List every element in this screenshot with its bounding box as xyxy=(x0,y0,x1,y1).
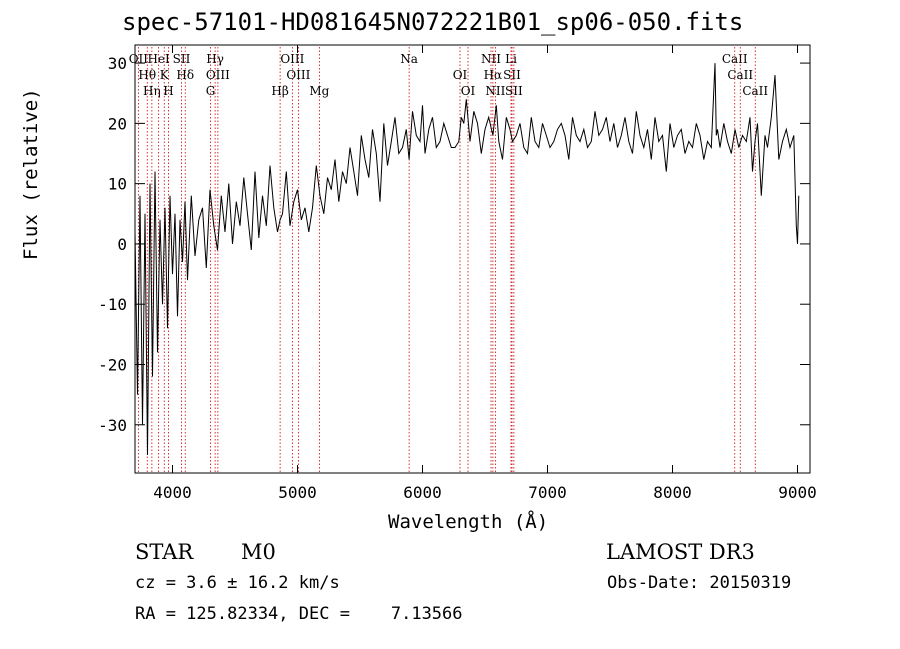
line-label-22: SII xyxy=(503,68,521,82)
line-label-4: K xyxy=(160,68,170,82)
line-label-21: Li xyxy=(505,52,517,66)
line-label-14: Mg xyxy=(309,84,329,98)
line-label-5: H xyxy=(163,84,173,98)
x-tick-label-2: 6000 xyxy=(403,483,442,502)
line-label-20: NII xyxy=(485,84,505,98)
line-label-3: HeI xyxy=(147,52,170,66)
x-tick-label-5: 9000 xyxy=(778,483,817,502)
line-label-10: OIII xyxy=(206,68,230,82)
line-label-9: Hγ xyxy=(206,52,224,66)
line-label-15: Na xyxy=(400,52,418,66)
y-tick-label-3: 0 xyxy=(117,235,127,254)
coordinates: RA = 125.82334, DEC = 7.13566 xyxy=(135,604,463,624)
line-label-24: CaII xyxy=(722,52,748,66)
x-tick-label-4: 8000 xyxy=(653,483,692,502)
line-label-0: OII xyxy=(129,52,149,66)
y-tick-label-1: -20 xyxy=(98,355,127,374)
line-label-13: OIII xyxy=(286,68,310,82)
line-label-1: Hθ xyxy=(138,68,156,82)
line-label-19: Hα xyxy=(484,68,503,82)
line-label-26: CaII xyxy=(742,84,768,98)
y-tick-label-0: -30 xyxy=(98,416,127,435)
redshift-info: cz = 3.6 ± 16.2 km/s xyxy=(135,573,340,593)
obs-date: Obs-Date: 20150319 xyxy=(607,573,792,593)
line-label-16: OI xyxy=(453,68,468,82)
line-label-23: SII xyxy=(505,84,523,98)
y-axis-label: Flux (relative) xyxy=(20,88,42,260)
y-tick-label-5: 20 xyxy=(108,114,127,133)
object-subclass: M0 xyxy=(241,540,276,564)
x-tick-label-3: 7000 xyxy=(528,483,567,502)
y-tick-label-2: -10 xyxy=(98,295,127,314)
x-tick-label-0: 4000 xyxy=(153,483,192,502)
x-tick-label-1: 5000 xyxy=(278,483,317,502)
line-label-25: CaII xyxy=(727,68,753,82)
x-axis-label: Wavelength (Å) xyxy=(388,511,549,533)
line-label-17: OI xyxy=(461,84,476,98)
line-label-7: Hδ xyxy=(176,68,194,82)
plot-frame xyxy=(134,44,811,474)
chart-title: spec-57101-HD081645N072221B01_sp06-050.f… xyxy=(122,8,744,36)
survey-name: LAMOST DR3 xyxy=(606,540,755,564)
object-class: STAR xyxy=(135,540,194,564)
series-spectrum xyxy=(134,63,800,455)
y-tick-label-4: 10 xyxy=(108,175,127,194)
line-label-8: G xyxy=(206,84,216,98)
line-label-2: Hη xyxy=(143,84,161,98)
y-tick-label-6: 30 xyxy=(108,54,127,73)
line-label-18: NII xyxy=(481,52,501,66)
line-label-12: OIII xyxy=(280,52,304,66)
line-label-11: Hβ xyxy=(271,84,288,98)
line-label-6: SII xyxy=(173,52,191,66)
